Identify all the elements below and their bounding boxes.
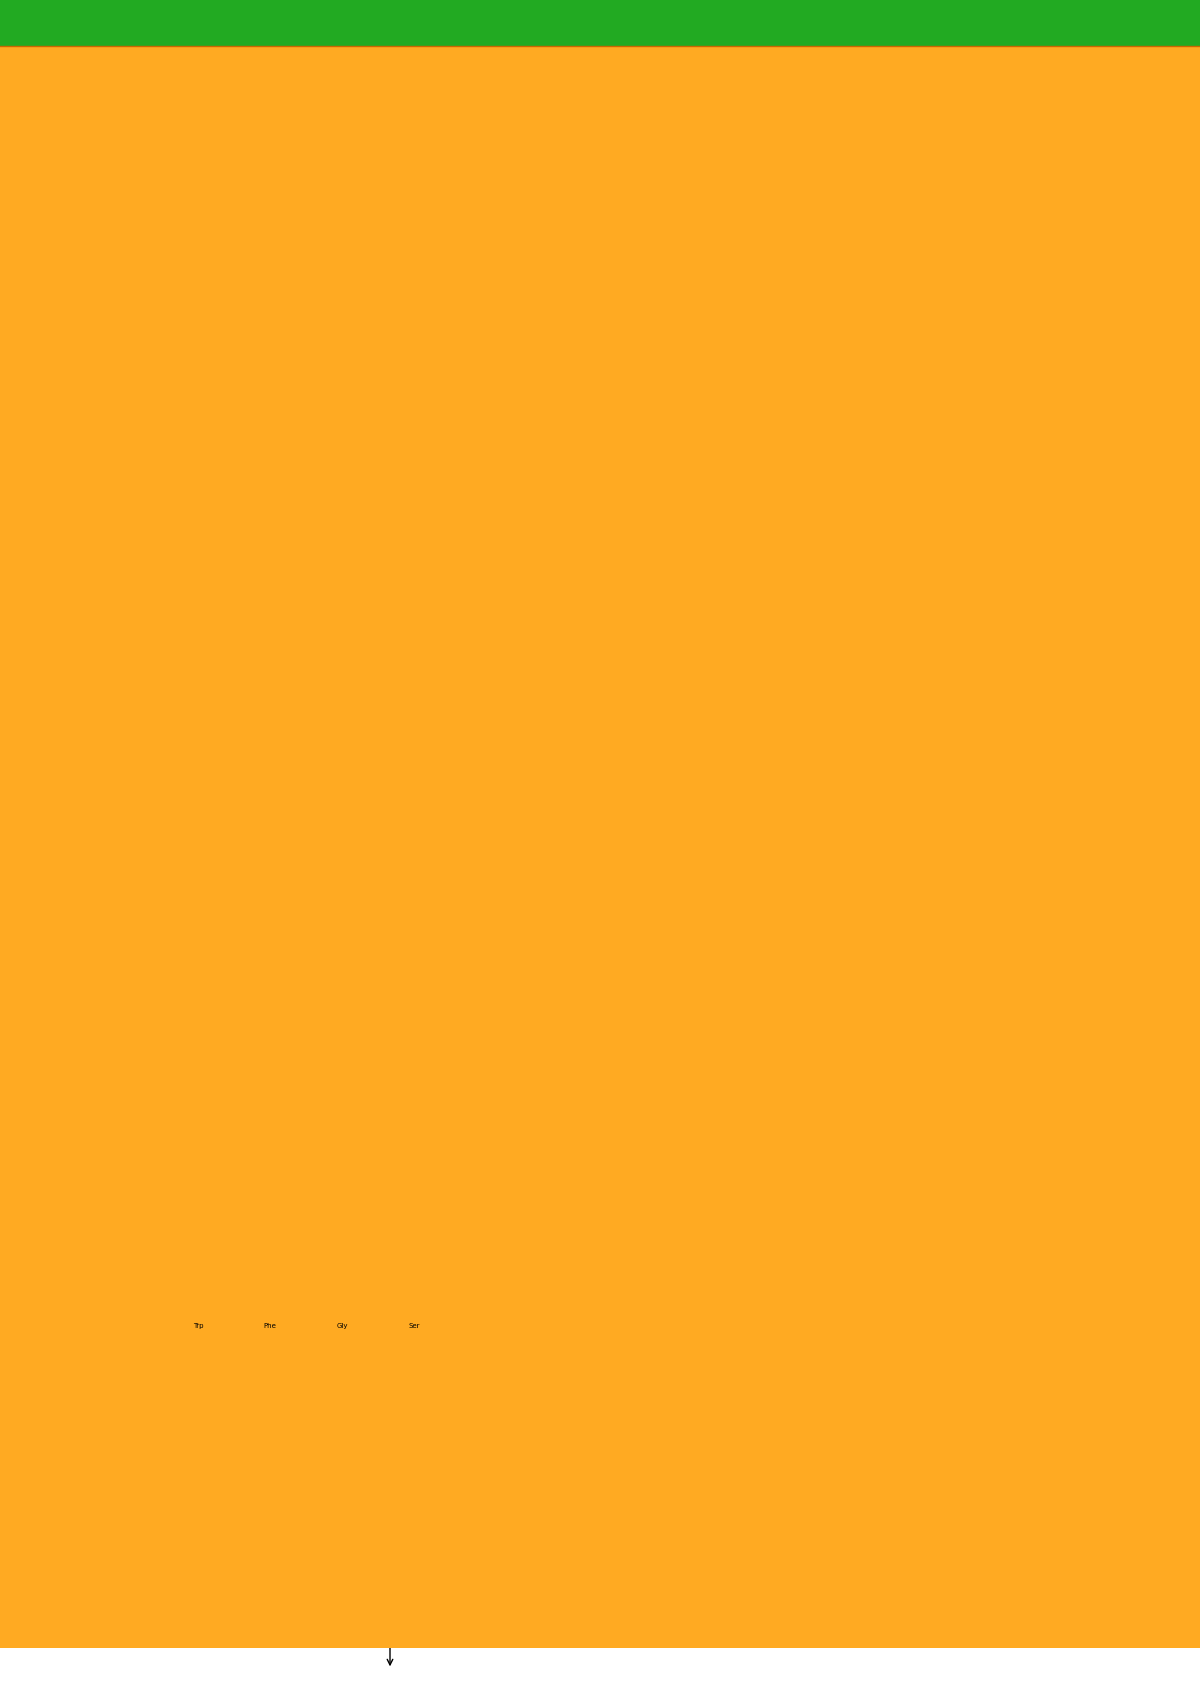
FancyBboxPatch shape xyxy=(0,239,1060,1697)
Text: Protein-
coding
genes: Protein- coding genes xyxy=(378,1297,414,1327)
Text: Products of transcription: Products of transcription xyxy=(66,1264,270,1281)
Text: rRNA molecules: rRNA molecules xyxy=(86,1509,154,1519)
Text: U: U xyxy=(223,1066,230,1076)
Text: Primary
transcript: Primary transcript xyxy=(576,881,620,901)
Text: Gly: Gly xyxy=(336,1324,348,1329)
Ellipse shape xyxy=(438,832,546,996)
Text: Nascent
protein: Nascent protein xyxy=(288,1096,323,1115)
FancyBboxPatch shape xyxy=(0,239,1004,1697)
FancyBboxPatch shape xyxy=(66,1425,534,1454)
Text: A: A xyxy=(390,911,395,920)
Text: Cytoplasm: Cytoplasm xyxy=(576,955,624,964)
Text: G: G xyxy=(196,1066,203,1076)
Text: Nascent
protein: Nascent protein xyxy=(588,1129,623,1149)
Ellipse shape xyxy=(526,1081,554,1110)
FancyBboxPatch shape xyxy=(0,85,894,1697)
FancyBboxPatch shape xyxy=(336,1288,534,1634)
Text: Prokaryote vs Eukaryote: Prokaryote vs Eukaryote xyxy=(66,733,286,752)
Text: tRNA
genes: tRNA genes xyxy=(239,1297,265,1317)
Ellipse shape xyxy=(114,799,294,1162)
FancyBboxPatch shape xyxy=(378,1368,414,1385)
FancyBboxPatch shape xyxy=(0,85,1032,1697)
Text: 3': 3' xyxy=(560,1112,568,1122)
Text: G: G xyxy=(416,911,424,920)
Text: C: C xyxy=(335,911,340,920)
FancyBboxPatch shape xyxy=(0,239,894,1697)
Text: Trp: Trp xyxy=(193,1324,203,1329)
Text: Codon: Codon xyxy=(234,1145,263,1154)
Text: G: G xyxy=(334,1066,341,1076)
Text: U: U xyxy=(251,1066,258,1076)
Text: C: C xyxy=(418,1066,422,1076)
Text: Ser: Ser xyxy=(408,1324,420,1329)
FancyBboxPatch shape xyxy=(66,618,546,1088)
Text: mRNA: mRNA xyxy=(540,1054,566,1064)
Text: Transcription: Transcription xyxy=(259,1427,341,1437)
Text: C: C xyxy=(362,1066,367,1076)
Text: A: A xyxy=(280,911,284,920)
Text: DNA: DNA xyxy=(576,808,598,818)
FancyBboxPatch shape xyxy=(0,85,1004,1697)
FancyBboxPatch shape xyxy=(0,239,784,1697)
Text: mRNA: mRNA xyxy=(72,1091,100,1100)
Text: PROKARYOTE: PROKARYOTE xyxy=(162,1169,246,1179)
Text: mRNA molecules: mRNA molecules xyxy=(354,1509,426,1519)
Ellipse shape xyxy=(490,1098,520,1127)
FancyBboxPatch shape xyxy=(0,239,977,1697)
FancyBboxPatch shape xyxy=(0,239,866,1697)
Text: rRNA
genes: rRNA genes xyxy=(119,1297,145,1317)
Text: Translation: Translation xyxy=(359,1605,421,1616)
Ellipse shape xyxy=(454,1081,482,1110)
FancyBboxPatch shape xyxy=(0,239,949,1697)
FancyBboxPatch shape xyxy=(0,239,811,1697)
Ellipse shape xyxy=(402,782,606,1178)
Text: U: U xyxy=(140,1066,148,1076)
Ellipse shape xyxy=(166,1064,196,1095)
Text: Ribosome: Ribosome xyxy=(288,1047,330,1056)
Text: G: G xyxy=(361,911,368,920)
FancyBboxPatch shape xyxy=(0,85,1060,1697)
Text: EUKARYOTE: EUKARYOTE xyxy=(467,1169,541,1179)
FancyBboxPatch shape xyxy=(0,239,1032,1697)
Text: T: T xyxy=(445,911,450,920)
Text: C: C xyxy=(197,911,202,920)
Text: Protein: Protein xyxy=(72,1273,104,1281)
Text: mRNA: mRNA xyxy=(94,996,122,1006)
Text: •: • xyxy=(82,1181,92,1200)
FancyBboxPatch shape xyxy=(0,85,977,1697)
FancyBboxPatch shape xyxy=(234,1349,270,1366)
Text: tRNA molecules
Assist in translation: tRNA molecules Assist in translation xyxy=(208,1575,284,1595)
FancyBboxPatch shape xyxy=(0,239,839,1697)
Text: A: A xyxy=(252,911,257,920)
FancyBboxPatch shape xyxy=(0,85,866,1697)
FancyBboxPatch shape xyxy=(0,46,1200,1697)
FancyBboxPatch shape xyxy=(0,85,784,1697)
Text: A: A xyxy=(224,911,229,920)
Text: U: U xyxy=(389,1066,396,1076)
FancyBboxPatch shape xyxy=(126,906,486,947)
FancyBboxPatch shape xyxy=(0,85,811,1697)
Text: A: A xyxy=(142,911,146,920)
Text: TRANSLATION: TRANSLATION xyxy=(102,1198,155,1207)
Text: TRANSCRIPTION: TRANSCRIPTION xyxy=(97,1000,160,1010)
Ellipse shape xyxy=(238,1064,266,1095)
FancyBboxPatch shape xyxy=(0,85,756,1697)
Text: Transcription in Prokaryotes: Transcription in Prokaryotes xyxy=(66,58,317,76)
Text: DNA: DNA xyxy=(181,799,203,809)
Text: + protein: + protein xyxy=(100,1554,140,1563)
Text: Ribosome: Ribosome xyxy=(588,1088,630,1096)
Text: 5': 5' xyxy=(116,1178,124,1188)
Text: 3': 3' xyxy=(486,1081,493,1091)
FancyBboxPatch shape xyxy=(0,85,949,1697)
Text: 5': 5' xyxy=(120,1081,127,1091)
FancyBboxPatch shape xyxy=(0,239,756,1697)
Text: Flow of genetic information revision: Flow of genetic information revision xyxy=(66,132,389,149)
Text: Description of the transcription process in prokaryotes: Description of the transcription process… xyxy=(66,1222,520,1241)
Text: Transport: Transport xyxy=(426,1054,462,1064)
